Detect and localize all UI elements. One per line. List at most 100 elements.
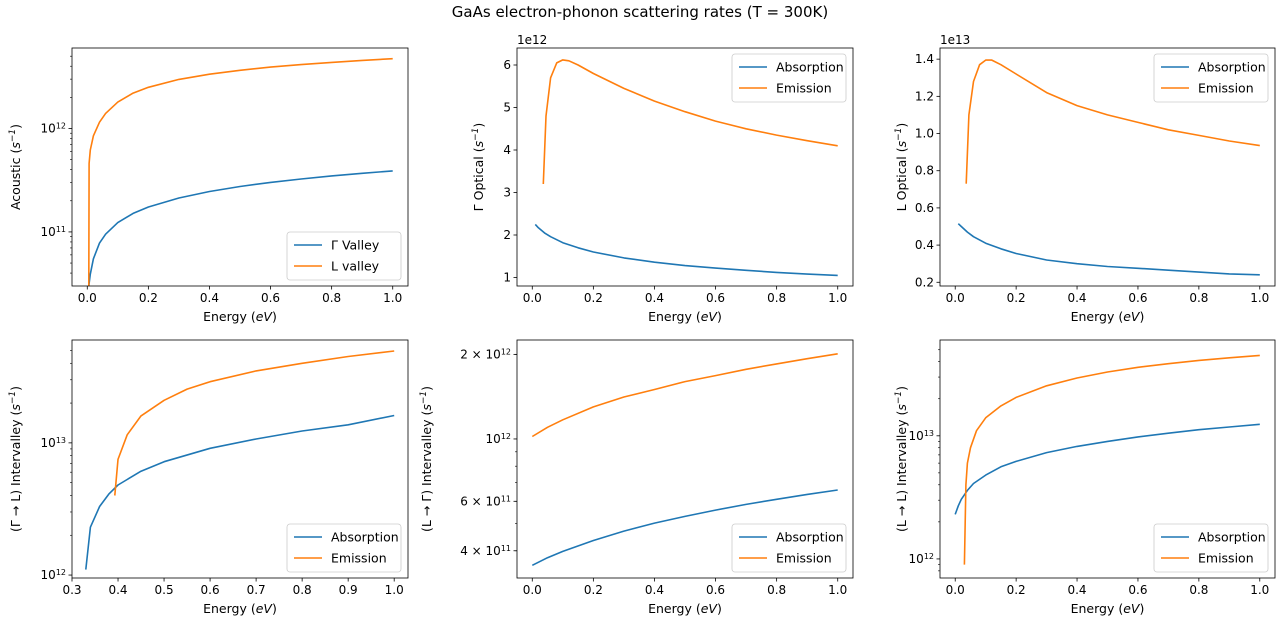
x-tick-label: 0.4 [645, 583, 664, 597]
x-tick-label: 0.5 [155, 583, 174, 597]
y-tick-label: 1013 [909, 428, 934, 443]
x-tick-label: 1.0 [828, 291, 847, 305]
legend: Absorption Emission [1153, 53, 1269, 103]
legend-label: Absorption [776, 60, 844, 75]
legend-label: Absorption [1198, 530, 1266, 545]
legend-box [731, 523, 847, 573]
series-line-emission [963, 354, 1260, 565]
chart-gamma-to-l: 0.3 0.4 0.5 0.6 0.7 0.8 0.9 1.0 1012 1013 Energy (… [8, 339, 409, 616]
y-tick-label: 0.6 [915, 201, 934, 215]
x-tick-label: 0.8 [767, 291, 786, 305]
chart-l-optical: 0.0 0.2 0.4 0.6 0.8 1.0 0.2 0.4 0.6 0.8 1.0 1.2 1.4 1… [894, 33, 1276, 324]
y-tick-label: 1012 [41, 568, 66, 583]
x-axis-label: Energy (eV) [648, 309, 722, 324]
legend-box [1153, 53, 1269, 103]
legend-box [286, 523, 402, 573]
y-axis-label: (Γ → L) Intervalley (s−1) [8, 386, 23, 532]
x-tick-label: 0.6 [706, 583, 725, 597]
chart-l-to-gamma: 0.0 0.2 0.4 0.6 0.8 1.0 4 × 1011 6 × 1011 1012 2 … [419, 339, 854, 616]
y-tick-label: 1011 [41, 224, 66, 239]
x-tick-label: 0.2 [139, 291, 158, 305]
legend-label: Absorption [331, 530, 399, 545]
y-axis-label: Acoustic (s−1) [8, 124, 23, 210]
legend-box [731, 53, 847, 103]
legend-label: Absorption [776, 530, 844, 545]
y-tick-label: 4 [503, 143, 511, 157]
chart-acoustic: 0.0 0.2 0.4 0.6 0.8 1.0 1011 1012 Energy (eV) Aco… [8, 47, 409, 324]
x-tick-label: 0.4 [200, 291, 219, 305]
y-tick-label: 1012 [41, 121, 66, 136]
y-tick-label: 0.2 [915, 275, 934, 289]
x-tick-label: 0.6 [201, 583, 220, 597]
series-line-absorption [954, 423, 1260, 515]
series-line-absorption [531, 489, 838, 567]
x-tick-label: 0.0 [78, 291, 97, 305]
y-tick-label: 1 [503, 271, 511, 285]
x-axis-label: Energy (eV) [1071, 601, 1145, 616]
x-tick-label: 0.3 [62, 583, 81, 597]
y-tick-label: 1.2 [915, 89, 934, 103]
x-tick-label: 0.4 [1067, 583, 1086, 597]
y-tick-label: 1.4 [915, 52, 934, 66]
x-tick-label: 0.2 [1007, 583, 1026, 597]
legend-box [286, 231, 402, 281]
series-line-emission [542, 59, 838, 185]
x-axis-label: Energy (eV) [203, 309, 277, 324]
y-tick-label: 1013 [41, 435, 66, 450]
x-tick-label: 0.8 [1189, 291, 1208, 305]
y-tick-label: 6 × 1011 [460, 494, 511, 509]
x-tick-label: 0.4 [645, 291, 664, 305]
legend-label: Γ Valley [331, 238, 380, 253]
axes-frame [516, 339, 854, 579]
y-tick-label: 0.4 [915, 238, 934, 252]
y-tick-label: 1012 [486, 431, 511, 446]
legend-label: Emission [776, 81, 832, 96]
axes-frame [71, 339, 409, 579]
axes-frame [939, 339, 1276, 579]
series-line--valley [88, 170, 393, 286]
y-tick-label: 1012 [909, 551, 934, 566]
y-tick-label: 4 × 1011 [460, 543, 511, 558]
x-tick-label: 0.4 [108, 583, 127, 597]
x-tick-label: 0.8 [767, 583, 786, 597]
series-line-absorption [957, 223, 1260, 276]
chart-gamma-optical: 0.0 0.2 0.4 0.6 0.8 1.0 1 2 3 4 5 6 1e12 Energy (eV) Γ… [471, 33, 854, 324]
y-axis-label: (L → Γ) Intervalley (s−1) [419, 386, 434, 532]
legend: Γ Valley L valley [286, 231, 402, 281]
chart-l-to-l: 0.0 0.2 0.4 0.6 0.8 1.0 1012 1013 Energy (eV) (L … [894, 339, 1276, 616]
y-tick-label: 3 [503, 186, 511, 200]
x-tick-label: 0.2 [1007, 291, 1026, 305]
legend-label: Emission [1198, 551, 1254, 566]
x-tick-label: 0.4 [1067, 291, 1086, 305]
legend: Absorption Emission [731, 523, 847, 573]
y-axis-label: (L → L) Intervalley (s−1) [894, 386, 909, 532]
x-tick-label: 1.0 [1250, 291, 1269, 305]
x-tick-label: 0.0 [523, 291, 542, 305]
x-axis-label: Energy (eV) [203, 601, 277, 616]
series-line-emission [965, 59, 1260, 184]
y-tick-label: 0.8 [915, 164, 934, 178]
legend-label: Emission [776, 551, 832, 566]
legend-label: Emission [331, 551, 387, 566]
series-line-emission [531, 353, 838, 438]
x-tick-label: 1.0 [385, 583, 404, 597]
y-offset-text: 1e13 [940, 33, 970, 47]
series-line-absorption [534, 223, 838, 277]
x-tick-label: 0.6 [1128, 583, 1147, 597]
series-line-absorption [85, 414, 395, 570]
x-tick-label: 0.2 [584, 291, 603, 305]
x-tick-label: 0.0 [946, 291, 965, 305]
y-tick-label: 5 [503, 101, 511, 115]
x-tick-label: 1.0 [1250, 583, 1269, 597]
y-tick-label: 6 [503, 58, 511, 72]
x-tick-label: 1.0 [828, 583, 847, 597]
x-tick-label: 0.2 [584, 583, 603, 597]
legend-label: L valley [331, 259, 380, 274]
x-tick-label: 0.8 [322, 291, 341, 305]
x-tick-label: 1.0 [383, 291, 402, 305]
legend-label: Emission [1198, 81, 1254, 96]
legend-box [1153, 523, 1269, 573]
x-tick-label: 0.0 [946, 583, 965, 597]
y-axis-label: L Optical (s−1) [894, 123, 909, 212]
